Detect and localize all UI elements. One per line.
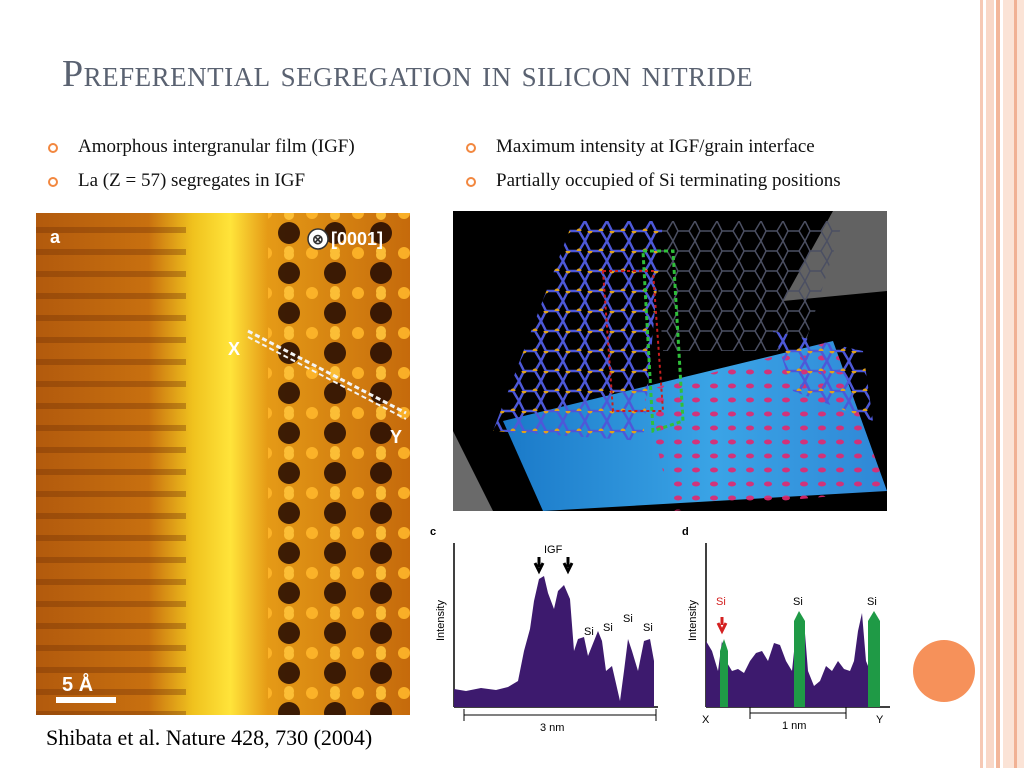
arrow-down-icon	[533, 557, 545, 575]
scale-label: 1 nm	[782, 720, 806, 732]
bullet-item: Partially occupied of Si terminating pos…	[466, 168, 841, 202]
panel-label-a: a	[50, 227, 61, 247]
stem-image-panel: a ⊗ [0001] X Y 5 Å	[36, 213, 410, 715]
panel-label-d: d	[682, 526, 689, 538]
panel-label-c: c	[430, 526, 436, 538]
peak-label: Si	[623, 613, 633, 625]
bullet-item: Amorphous intergranular film (IGF)	[48, 134, 355, 168]
zone-axis-icon	[307, 228, 329, 250]
peak-label: Si	[603, 622, 613, 634]
arrow-down-icon	[562, 557, 574, 575]
decorative-stripe	[986, 0, 994, 768]
peak-label: Si	[584, 626, 594, 638]
axis-marker-x: X	[702, 714, 710, 726]
peak-label: Si	[793, 596, 803, 608]
structure-model-image	[453, 211, 887, 511]
profile-area	[706, 613, 880, 707]
marker-y: Y	[390, 427, 402, 447]
decorative-stripe	[980, 0, 983, 768]
y-axis-label: Intensity	[687, 600, 699, 641]
marker-x: X	[228, 339, 240, 359]
intensity-profile-c: c Intensity IGF Si Si Si Si 3 nm	[430, 526, 658, 734]
bullet-item: Maximum intensity at IGF/grain interface	[466, 134, 841, 168]
svg-text:⊗: ⊗	[312, 231, 324, 247]
bullet-icon	[466, 177, 476, 187]
si-peak-highlight	[720, 639, 728, 707]
intensity-profile-d: d Intensity Si Si Si X 1 nm Y	[682, 526, 890, 732]
peak-label: Si	[643, 622, 653, 634]
decorative-circle	[913, 640, 975, 702]
profile-area	[454, 576, 654, 707]
decorative-stripe	[1014, 0, 1017, 768]
bullet-item: La (Z = 57) segregates in IGF	[48, 168, 355, 202]
bullet-list-right: Maximum intensity at IGF/grain interface…	[466, 134, 841, 202]
si-peak-highlight	[868, 611, 880, 707]
zone-axis-label: [0001]	[331, 229, 383, 249]
peak-label: Si	[867, 596, 877, 608]
peak-label-highlight: Si	[716, 596, 726, 608]
decorative-stripe	[1003, 0, 1024, 768]
slide-title: Preferential segregation in silicon nitr…	[62, 53, 754, 95]
bullet-icon	[48, 177, 58, 187]
arrow-down-icon	[716, 617, 728, 635]
bullet-icon	[48, 143, 58, 153]
citation: Shibata et al. Nature 428, 730 (2004)	[46, 725, 373, 750]
igf-label: IGF	[544, 544, 563, 556]
bullet-icon	[466, 143, 476, 153]
y-axis-label: Intensity	[435, 600, 447, 641]
decorative-stripe	[996, 0, 1000, 768]
axis-marker-y: Y	[876, 714, 884, 726]
scale-label: 3 nm	[540, 722, 564, 734]
scale-bar-label: 5 Å	[62, 672, 93, 696]
scale-bar	[56, 697, 116, 703]
bullet-list-left: Amorphous intergranular film (IGF) La (Z…	[48, 134, 355, 202]
si-peak-highlight	[794, 611, 805, 707]
